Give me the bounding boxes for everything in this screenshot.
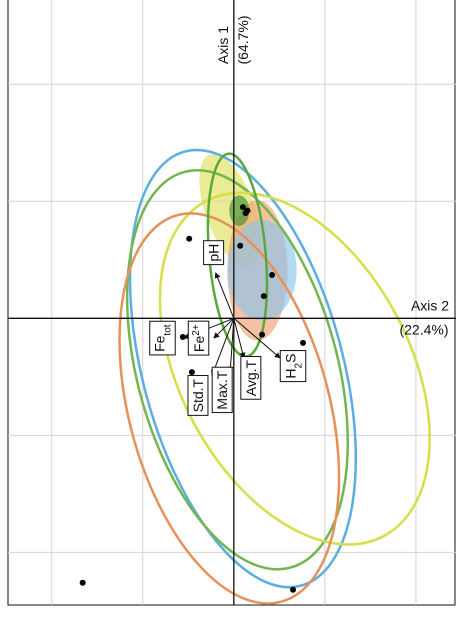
plot-frame [7,0,456,606]
label-box [240,355,262,400]
label-box [279,350,307,383]
sample-point [300,339,307,346]
loading-arrow [211,318,235,377]
label-part: pH [206,244,222,262]
label-part: Fe [152,335,168,352]
variable-label: Std.T [187,374,209,416]
variable-name: Fe2+ [190,324,207,352]
axis-label: Axis 1 [215,26,231,64]
variable-name: Avg.T [243,359,259,396]
label-part: Avg.T [243,359,259,396]
sample-point [269,272,276,278]
label-part: S [282,354,298,363]
loading-arrow [233,317,281,359]
sample-point [260,293,267,300]
variable-label: Fe2+ [187,320,210,356]
axis-label: Axis 2 [411,297,449,313]
axis-share: (22.4%) [399,321,448,337]
sample-point [239,204,246,211]
y-axis-share: (64.7%) [235,15,251,64]
confidence-ellipse [118,212,341,605]
confidence-ellipse [158,191,431,546]
variable-name: Fetot [152,324,174,352]
label-box [187,320,210,356]
sample-point [179,334,186,341]
sample-point [244,207,251,214]
sample-point [259,331,266,338]
variable-label: pH [203,240,225,266]
variable-label: Max.T [211,366,233,414]
label-part: tot [162,324,173,335]
variable-name: Max.T [214,370,230,409]
label-box [203,240,225,266]
label-part: Max.T [214,370,230,409]
confidence-ellipse [125,169,350,571]
sample-point [79,579,86,586]
confidence-region [227,220,297,321]
variable-label: Avg.T [240,355,262,400]
loading-arrow [213,317,235,339]
sample-point [186,235,193,242]
label-part: 2 [293,362,304,368]
label-part: Std.T [190,378,206,412]
y-axis-title: Axis 1 [215,26,231,64]
label-part: 2+ [190,324,201,336]
loading-arrow [233,318,246,359]
label-part: H [282,368,298,378]
variable-name: pH [206,244,222,262]
label-part: Fe [191,336,207,353]
label-box [149,320,176,356]
variable-label: Fetot [149,320,176,356]
label-box [211,366,233,414]
sample-point [237,242,244,249]
loading-arrow [227,318,235,373]
variable-label: H2S [279,350,307,383]
loading-arrow [214,272,235,319]
variable-name: Std.T [190,378,206,412]
sample-point [290,586,297,593]
label-box [187,374,209,416]
variable-name: H2S [282,354,304,379]
sample-point [188,369,195,376]
axis-share: (64.7%) [235,15,251,64]
confidence-ellipse [128,148,358,589]
